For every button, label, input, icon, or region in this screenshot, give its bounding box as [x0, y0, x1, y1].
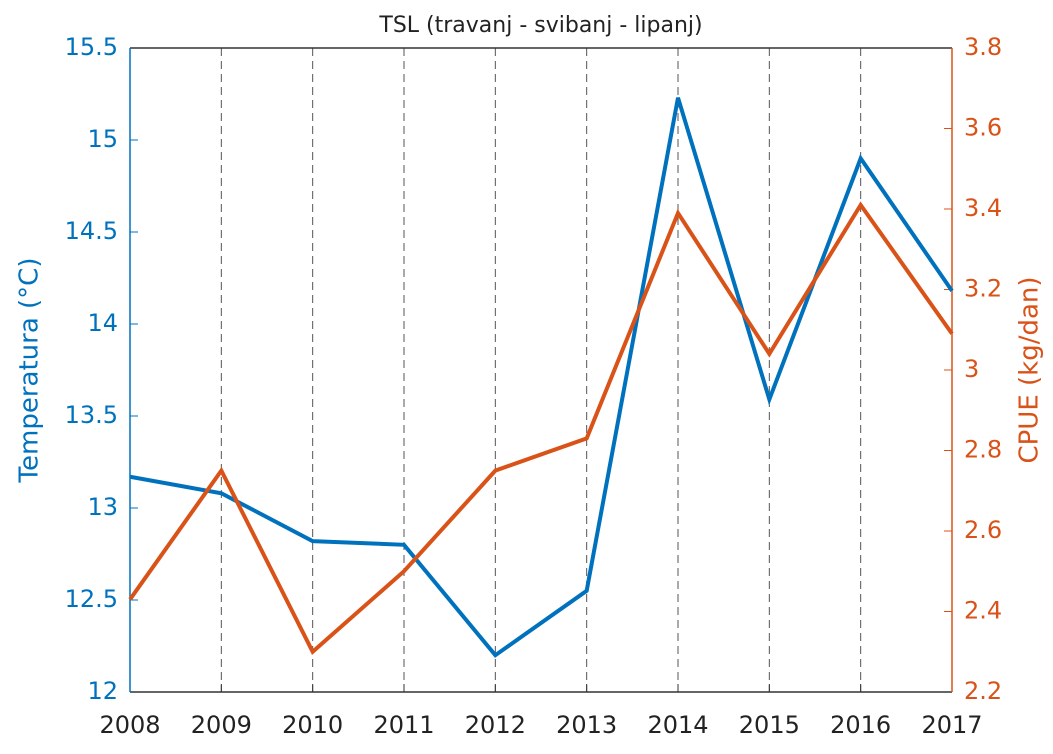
y-tick-label: 14	[87, 309, 118, 337]
y-tick-label: 13.5	[65, 401, 118, 429]
x-tick-label: 2010	[282, 711, 343, 739]
x-tick-label: 2016	[830, 711, 891, 739]
data-line	[129, 97, 954, 658]
y2-axis-label: CPUE (kg/dan)	[1015, 276, 1045, 463]
y2-tick-label: 3.2	[964, 275, 1002, 303]
y-tick-label: 15	[87, 125, 118, 153]
y-tick-label: 14.5	[65, 217, 118, 245]
y2-tick-label: 3.6	[964, 114, 1002, 142]
y2-tick-label: 3.8	[964, 33, 1002, 61]
y2-tick-label: 2.6	[964, 516, 1002, 544]
y2-tick-label: 3.4	[964, 194, 1002, 222]
y-tick-label: 12	[87, 677, 118, 705]
y-axis-label: Temperatura (°C)	[15, 258, 45, 484]
x-tick-label: 2014	[647, 711, 708, 739]
x-tick-label: 2012	[465, 711, 526, 739]
x-tick-label: 2013	[556, 711, 617, 739]
x-tick-label: 2008	[99, 711, 160, 739]
chart-title: TSL (travanj - svibanj - lipanj)	[378, 13, 702, 38]
x-tick-label: 2009	[191, 711, 252, 739]
y-tick-label: 13	[87, 493, 118, 521]
y2-tick-label: 2.8	[964, 436, 1002, 464]
y-tick-label: 12.5	[65, 585, 118, 613]
y-tick-label: 15.5	[65, 33, 118, 61]
y2-tick-label: 3	[964, 355, 979, 383]
data-line	[128, 201, 954, 655]
x-tick-label: 2017	[921, 711, 982, 739]
y2-tick-label: 2.2	[964, 677, 1002, 705]
x-tick-label: 2015	[739, 711, 800, 739]
x-tick-label: 2011	[373, 711, 434, 739]
y2-tick-label: 2.4	[964, 597, 1002, 625]
